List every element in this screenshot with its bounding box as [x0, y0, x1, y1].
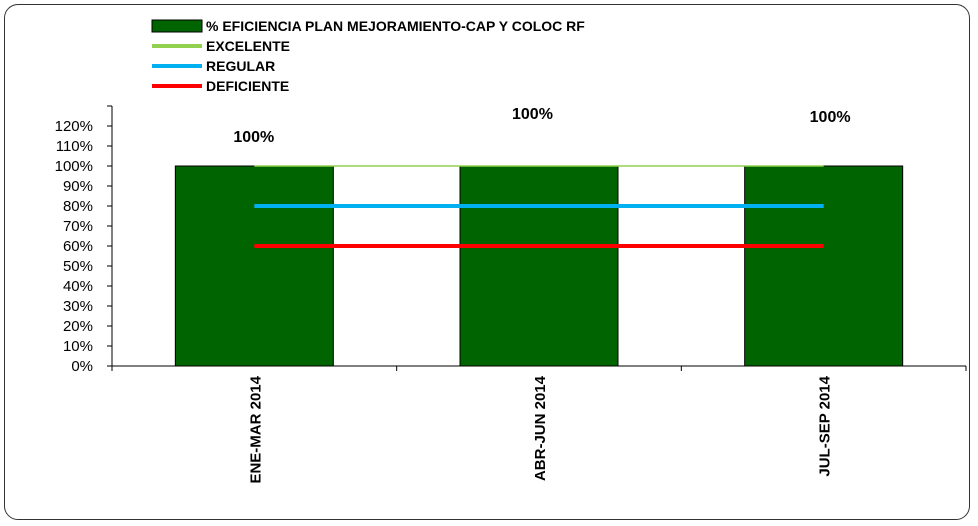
bar — [459, 165, 619, 367]
y-tick-label: 80% — [63, 198, 93, 215]
y-tick-label: 60% — [63, 238, 93, 255]
y-tick-label: 120% — [55, 118, 93, 135]
bar — [744, 165, 904, 367]
y-tick-label: 20% — [63, 318, 93, 335]
y-tick-label: 30% — [63, 298, 93, 315]
y-tick-label: 90% — [63, 178, 93, 195]
legend-entry-label: DEFICIENTE — [206, 78, 289, 94]
y-tick-label: 40% — [63, 278, 93, 295]
data-label: 100% — [512, 106, 553, 123]
data-label: 100% — [810, 109, 851, 126]
y-tick-label: 110% — [56, 138, 93, 155]
axes: 0% 10% 20% 30% 40% 50% 60% 70% 80% 90% 100% 110% 120… — [55, 105, 967, 375]
legend: % EFICIENCIA PLAN MEJORAMIENTO-CAP Y COL… — [151, 18, 585, 94]
bar — [174, 165, 334, 367]
category-label: JUL-SEP 2014 — [817, 375, 834, 476]
bars — [174, 165, 904, 367]
data-label: 100% — [233, 129, 274, 146]
category-label: ENE-MAR 2014 — [247, 375, 264, 483]
y-tick-label: 0% — [71, 358, 93, 375]
legend-entry-label: REGULAR — [206, 58, 275, 74]
legend-entry-label: % EFICIENCIA PLAN MEJORAMIENTO-CAP Y COL… — [206, 18, 585, 34]
reference-lines — [254, 165, 824, 248]
y-tick-label: 10% — [63, 338, 93, 355]
category-label: ABR-JUN 2014 — [532, 375, 549, 481]
data-labels: ENE-MAR 2014 ABR-JUN 2014 JUL-SEP 2014 100%… — [233, 106, 850, 484]
legend-swatch-bar — [151, 19, 203, 33]
y-tick-label: 100% — [55, 158, 93, 175]
y-tick-label: 70% — [63, 218, 93, 235]
legend-entry-label: EXCELENTE — [206, 38, 290, 54]
y-tick-label: 50% — [63, 258, 93, 275]
